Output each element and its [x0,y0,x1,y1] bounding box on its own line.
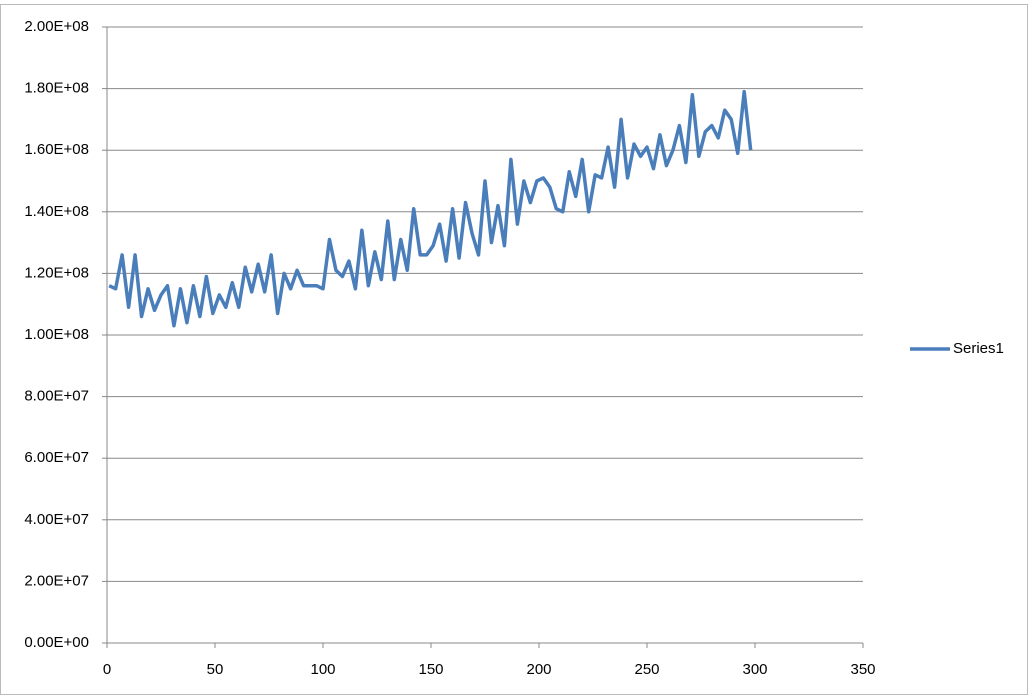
y-tick-label: 0.00E+00 [24,634,89,651]
x-tick-label: 150 [418,661,443,678]
x-tick-label: 100 [310,661,335,678]
y-tick-label: 1.60E+08 [24,141,89,158]
x-tick-label: 200 [526,661,551,678]
y-tick-label: 1.40E+08 [24,203,89,220]
chart-frame [0,4,1028,695]
legend-label: Series1 [953,340,1004,357]
x-tick-label: 350 [850,661,875,678]
y-tick-label: 1.80E+08 [24,80,89,97]
y-tick-label: 4.00E+07 [24,511,89,528]
y-tick-label: 2.00E+07 [24,572,89,589]
x-tick-label: 0 [103,661,111,678]
x-tick-label: 50 [207,661,224,678]
y-tick-label: 2.00E+08 [24,18,89,35]
y-tick-label: 1.00E+08 [24,326,89,343]
y-tick-label: 1.20E+08 [24,264,89,281]
series-line [108,89,753,328]
x-tick-label: 300 [742,661,767,678]
x-tick-label: 250 [634,661,659,678]
y-tick-label: 6.00E+07 [24,449,89,466]
y-tick-label: 8.00E+07 [24,388,89,405]
